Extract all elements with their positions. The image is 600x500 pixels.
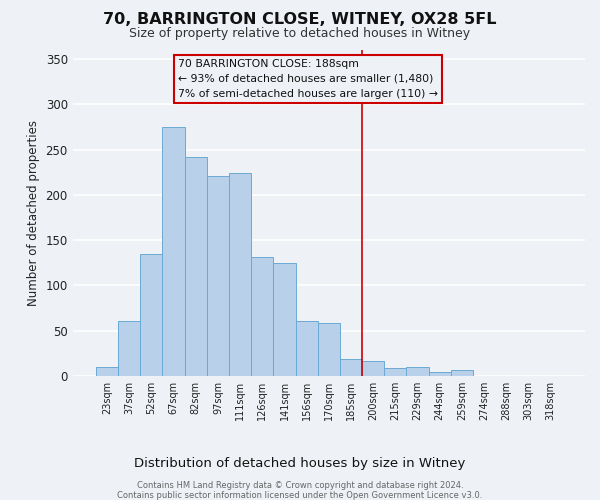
Text: Contains HM Land Registry data © Crown copyright and database right 2024.: Contains HM Land Registry data © Crown c…: [137, 481, 463, 490]
Text: Contains public sector information licensed under the Open Government Licence v3: Contains public sector information licen…: [118, 491, 482, 500]
Bar: [118, 322, 140, 376]
Text: 70, BARRINGTON CLOSE, WITNEY, OX28 5FL: 70, BARRINGTON CLOSE, WITNEY, OX28 5FL: [103, 12, 497, 28]
Bar: [362, 362, 384, 376]
Text: Distribution of detached houses by size in Witney: Distribution of detached houses by size …: [134, 458, 466, 470]
Bar: [140, 254, 163, 376]
Text: Size of property relative to detached houses in Witney: Size of property relative to detached ho…: [130, 28, 470, 40]
Bar: [340, 358, 362, 376]
Y-axis label: Number of detached properties: Number of detached properties: [27, 120, 40, 306]
Text: 70 BARRINGTON CLOSE: 188sqm
← 93% of detached houses are smaller (1,480)
7% of s: 70 BARRINGTON CLOSE: 188sqm ← 93% of det…: [178, 59, 438, 99]
Bar: [428, 372, 451, 376]
Bar: [451, 370, 473, 376]
Bar: [185, 157, 207, 376]
Bar: [274, 262, 296, 376]
Bar: [96, 366, 118, 376]
Bar: [163, 127, 185, 376]
Bar: [207, 176, 229, 376]
Bar: [296, 322, 318, 376]
Bar: [229, 173, 251, 376]
Bar: [318, 324, 340, 376]
Bar: [251, 257, 274, 376]
Bar: [384, 368, 406, 376]
Bar: [406, 366, 428, 376]
